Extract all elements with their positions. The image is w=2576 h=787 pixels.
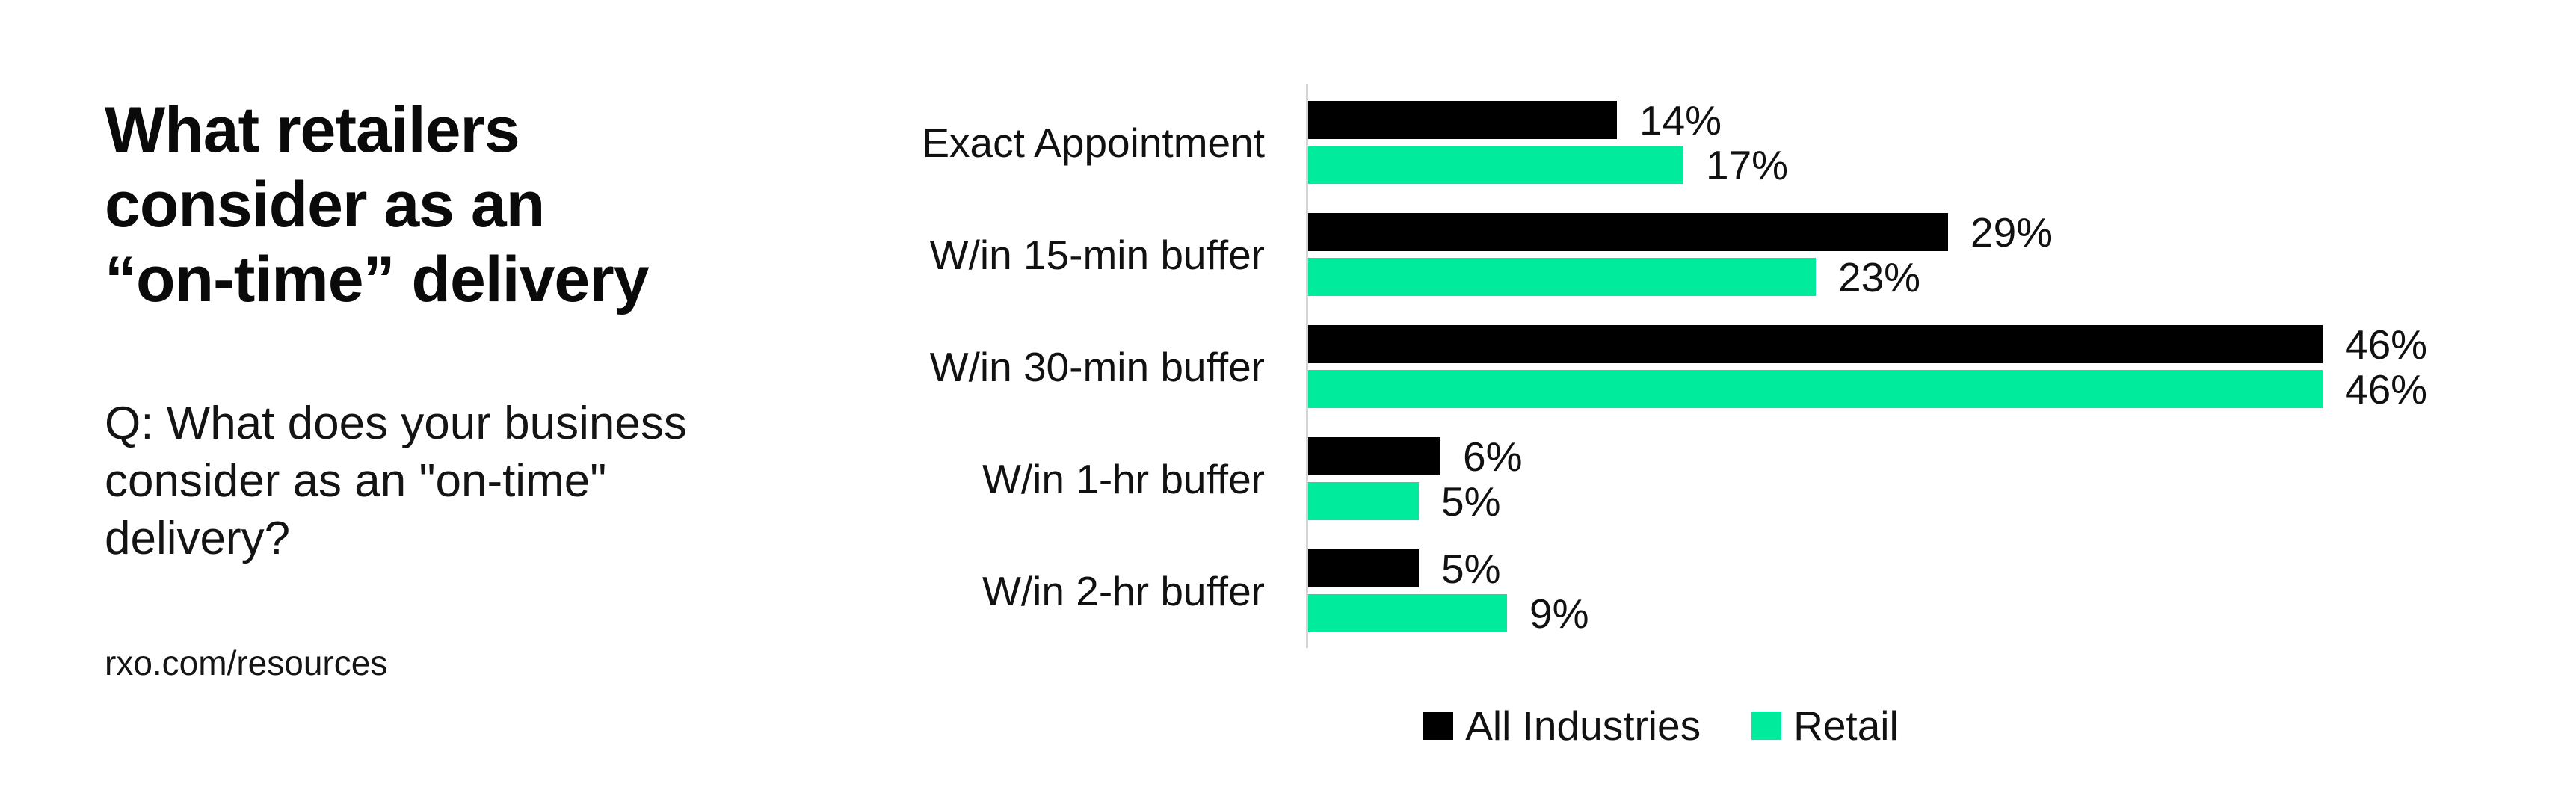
- value-label: 46%: [2345, 365, 2428, 413]
- bar-row: 5%: [1308, 546, 2557, 592]
- bar-row: 29%: [1308, 209, 2557, 256]
- bar-row: 5%: [1308, 478, 2557, 525]
- category-group: W/in 2-hr buffer 5% 9%: [845, 546, 2557, 637]
- category-label: W/in 1-hr buffer: [982, 455, 1265, 502]
- category-label: W/in 30-min buffer: [929, 343, 1265, 390]
- category-label: W/in 2-hr buffer: [982, 567, 1265, 614]
- bar-pair: 14% 17%: [1308, 97, 2557, 188]
- bar-pair: 29% 23%: [1308, 209, 2557, 300]
- category-label: W/in 15-min buffer: [929, 231, 1265, 278]
- category-group: Exact Appointment 14% 17%: [845, 97, 2557, 188]
- source-url: rxo.com/resources: [105, 644, 388, 682]
- category-group: W/in 30-min buffer 46% 46%: [845, 321, 2557, 413]
- bar-row: 9%: [1308, 590, 2557, 637]
- retail-swatch: [1751, 712, 1782, 740]
- bar-row: 46%: [1308, 366, 2557, 413]
- value-label: 14%: [1639, 96, 1722, 143]
- bar-all-industries: [1308, 437, 1440, 475]
- bar-row: 14%: [1308, 97, 2557, 143]
- value-label: 23%: [1838, 253, 1921, 300]
- bar-retail: [1308, 482, 1419, 520]
- value-label: 5%: [1441, 545, 1501, 592]
- legend-item-all-industries: All Industries: [1423, 702, 1701, 750]
- legend-item-retail: Retail: [1751, 702, 1899, 750]
- y-axis-line: [1306, 84, 1308, 648]
- bar-row: 46%: [1308, 321, 2557, 368]
- bar-pair: 6% 5%: [1308, 433, 2557, 525]
- value-label: 5%: [1441, 478, 1501, 525]
- bar-retail: [1308, 258, 1816, 296]
- value-label: 6%: [1463, 433, 1523, 480]
- bar-all-industries: [1308, 549, 1419, 587]
- bar-row: 23%: [1308, 254, 2557, 300]
- bar-row: 6%: [1308, 433, 2557, 480]
- value-label: 9%: [1529, 590, 1589, 637]
- bar-retail: [1308, 370, 2323, 408]
- legend-label: Retail: [1793, 703, 1899, 749]
- plot-rows: Exact Appointment 14% 17% W/in 15-min buffe…: [845, 97, 2557, 637]
- bar-retail: [1308, 594, 1507, 632]
- value-label: 46%: [2345, 321, 2428, 368]
- bar-all-industries: [1308, 101, 1617, 139]
- page-title: What retailers consider as an “on-time” …: [105, 94, 650, 315]
- bar-pair: 5% 9%: [1308, 546, 2557, 637]
- chart-legend: All Industries Retail: [845, 703, 2477, 749]
- all-industries-swatch: [1423, 712, 1454, 740]
- category-group: W/in 1-hr buffer 6% 5%: [845, 433, 2557, 525]
- bar-all-industries: [1308, 325, 2323, 363]
- bar-all-industries: [1308, 213, 1948, 251]
- value-label: 29%: [1970, 209, 2053, 256]
- bar-retail: [1308, 146, 1683, 184]
- category-label: Exact Appointment: [922, 119, 1265, 166]
- category-group: W/in 15-min buffer 29% 23%: [845, 209, 2557, 300]
- bar-row: 17%: [1308, 142, 2557, 188]
- survey-question: Q: What does your business consider as a…: [105, 398, 687, 564]
- value-label: 17%: [1706, 141, 1789, 188]
- bar-pair: 46% 46%: [1308, 321, 2557, 413]
- legend-label: All Industries: [1465, 703, 1701, 749]
